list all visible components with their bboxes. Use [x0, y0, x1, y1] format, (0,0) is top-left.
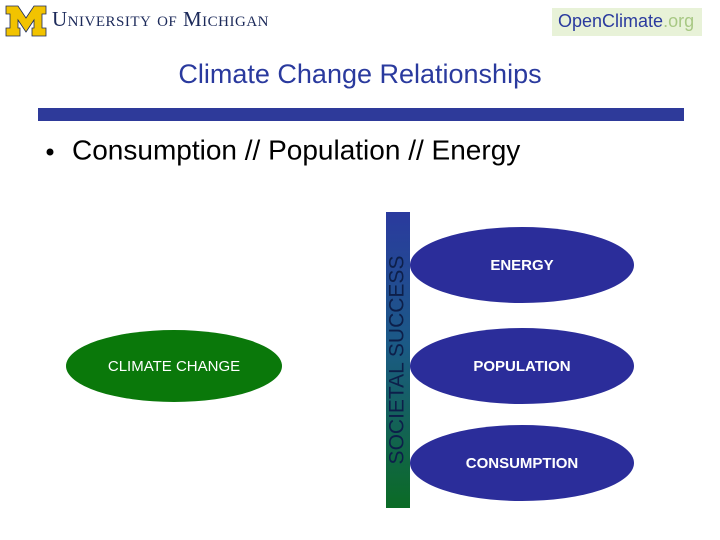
logo-part: Open — [558, 11, 602, 31]
logo-part: Climate — [602, 11, 663, 31]
climate-label: CLIMATE CHANGE — [108, 358, 240, 375]
node-ellipse — [410, 227, 634, 303]
block-m-logo — [5, 5, 47, 37]
slide-title: Climate Change Relationships — [178, 59, 541, 89]
societal-bar — [386, 212, 410, 508]
node-label: POPULATION — [473, 358, 570, 375]
university-name: University of Michigan — [52, 7, 269, 31]
node-ellipse — [410, 328, 634, 404]
node-ellipse — [410, 425, 634, 501]
title-rule — [38, 108, 684, 121]
logo-part: .org — [663, 11, 694, 31]
climate-ellipse — [66, 330, 282, 402]
societal-label: SOCIETAL SUCCESS — [386, 256, 409, 465]
node-label: CONSUMPTION — [466, 455, 579, 472]
org-logo: OpenClimate.org — [558, 11, 694, 31]
logo-box — [552, 8, 702, 36]
node-group: ENERGY POPULATION CONSUMPTION — [410, 227, 634, 501]
bullet-text: Consumption // Population // Energy — [72, 134, 520, 165]
node-label: ENERGY — [490, 257, 553, 274]
bullet-dot — [46, 148, 54, 156]
